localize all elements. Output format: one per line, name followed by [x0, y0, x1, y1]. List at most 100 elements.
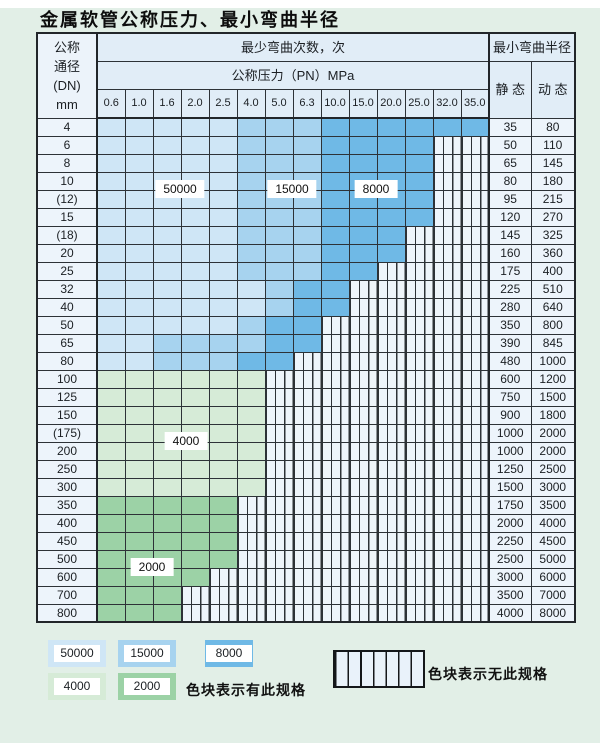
cell-no-spec — [432, 261, 462, 281]
legend-swatch-50000: 50000 — [48, 640, 106, 667]
cell-no-spec — [264, 369, 294, 389]
cell-spec-8000 — [320, 135, 350, 155]
cell-no-spec — [404, 333, 434, 353]
cell-spec-8000 — [348, 117, 378, 137]
pressure-values-row: 0.6 1.0 1.6 2.0 2.5 4.0 5.0 6.3 10.0 15.0 20.0 25.0… — [37, 88, 575, 119]
table-row: 25 175 400 — [36, 261, 576, 281]
cell-no-spec — [404, 351, 434, 371]
cell-no-spec — [236, 603, 266, 623]
cell-spec-2000 — [208, 513, 238, 533]
cell-spec-4000 — [208, 477, 238, 497]
cell-spec-50000 — [96, 243, 126, 263]
cell-no-spec — [292, 423, 322, 443]
dynamic-value-cell: 4500 — [530, 531, 576, 551]
cell-no-spec — [376, 351, 406, 371]
legend-swatch-4000: 4000 — [48, 673, 106, 700]
static-value-cell: 390 — [488, 333, 532, 353]
dynamic-value-cell: 510 — [530, 279, 576, 299]
dn-cell: 800 — [36, 603, 98, 623]
cell-no-spec — [404, 297, 434, 317]
cycle-count-label: 4000 — [164, 432, 208, 450]
cell-spec-8000 — [292, 333, 322, 353]
cell-spec-4000 — [236, 369, 266, 389]
static-value-cell: 65 — [488, 153, 532, 173]
cell-spec-15000 — [264, 279, 294, 299]
static-value-cell: 2000 — [488, 513, 532, 533]
table-row: 40 280 640 — [36, 297, 576, 317]
cell-spec-50000 — [208, 297, 238, 317]
cell-no-spec — [348, 405, 378, 425]
cell-spec-50000 — [124, 351, 154, 371]
cell-no-spec — [404, 459, 434, 479]
static-value-cell: 1750 — [488, 495, 532, 515]
table-row: 250 1250 2500 — [36, 459, 576, 479]
cell-spec-8000 — [236, 351, 266, 371]
cell-spec-2000 — [124, 495, 154, 515]
cell-no-spec — [404, 567, 434, 587]
cell-spec-8000 — [432, 117, 462, 137]
cell-spec-8000 — [376, 117, 406, 137]
cell-no-spec — [376, 441, 406, 461]
dynamic-value-cell: 110 — [530, 135, 576, 155]
cell-no-spec — [404, 441, 434, 461]
static-value-cell: 1500 — [488, 477, 532, 497]
dn-cell: 125 — [36, 387, 98, 407]
static-value-cell: 1000 — [488, 423, 532, 443]
cell-spec-8000 — [404, 171, 434, 191]
cell-spec-50000 — [208, 153, 238, 173]
table-row: 500 2500 5000 — [36, 549, 576, 569]
dn-cell: 600 — [36, 567, 98, 587]
cell-no-spec — [320, 369, 350, 389]
cell-spec-50000 — [152, 117, 182, 137]
cell-spec-4000 — [152, 387, 182, 407]
cell-spec-4000 — [208, 423, 238, 443]
cell-no-spec — [460, 423, 490, 443]
cell-spec-15000 — [292, 207, 322, 227]
cell-spec-15000 — [292, 243, 322, 263]
cell-no-spec — [432, 315, 462, 335]
static-value-cell: 80 — [488, 171, 532, 191]
cell-spec-50000 — [180, 117, 210, 137]
cell-no-spec — [236, 567, 266, 587]
dynamic-value-cell: 2000 — [530, 423, 576, 443]
cell-no-spec — [320, 333, 350, 353]
dn-cell: 400 — [36, 513, 98, 533]
cell-no-spec — [432, 279, 462, 299]
static-value-cell: 1000 — [488, 441, 532, 461]
table-row: 450 2250 4500 — [36, 531, 576, 551]
dn-header-line: (DN) — [53, 77, 81, 93]
legend-swatch-label: 15000 — [124, 645, 170, 662]
cell-no-spec — [236, 549, 266, 569]
dynamic-value-cell: 1800 — [530, 405, 576, 425]
cell-spec-50000 — [96, 171, 126, 191]
pressure-col-header: 0.6 — [96, 88, 126, 119]
pressure-col-header: 1.6 — [152, 88, 182, 119]
cell-spec-8000 — [348, 207, 378, 227]
cell-no-spec — [320, 567, 350, 587]
cell-spec-4000 — [152, 369, 182, 389]
cell-no-spec — [404, 477, 434, 497]
table-row: 400 2000 4000 — [36, 513, 576, 533]
pressure-col-header: 20.0 — [376, 88, 406, 119]
cell-no-spec — [376, 585, 406, 605]
cell-spec-15000 — [180, 333, 210, 353]
cell-no-spec — [376, 261, 406, 281]
cell-no-spec — [376, 333, 406, 353]
cell-no-spec — [432, 351, 462, 371]
cell-no-spec — [460, 351, 490, 371]
cell-spec-2000 — [208, 531, 238, 551]
cell-spec-4000 — [124, 405, 154, 425]
pressure-col-header: 35.0 — [460, 88, 490, 119]
cell-spec-50000 — [124, 243, 154, 263]
cell-spec-15000 — [292, 261, 322, 281]
legend-swatch-8000: 8000 — [205, 640, 253, 667]
cell-spec-4000 — [208, 405, 238, 425]
cell-spec-50000 — [124, 117, 154, 137]
dn-cell: 500 — [36, 549, 98, 569]
cell-no-spec — [404, 279, 434, 299]
cell-spec-15000 — [264, 297, 294, 317]
dynamic-value-cell: 80 — [530, 117, 576, 137]
header-row-1: 公称 通径 (DN) mm 最少弯曲次数，次 最小弯曲半径 — [36, 32, 576, 119]
cell-spec-8000 — [320, 297, 350, 317]
cell-no-spec — [376, 423, 406, 443]
